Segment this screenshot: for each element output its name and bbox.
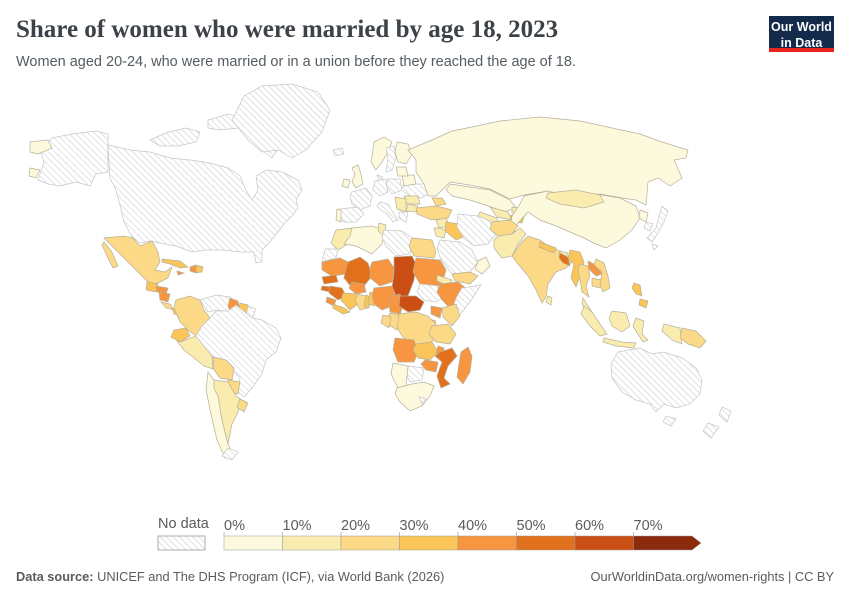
svg-text:60%: 60% — [575, 518, 604, 534]
svg-text:20%: 20% — [341, 518, 370, 534]
svg-text:70%: 70% — [634, 518, 663, 534]
svg-text:40%: 40% — [458, 518, 487, 534]
svg-text:10%: 10% — [283, 518, 312, 534]
svg-text:30%: 30% — [400, 518, 429, 534]
svg-text:50%: 50% — [517, 518, 546, 534]
svg-text:0%: 0% — [224, 518, 245, 534]
